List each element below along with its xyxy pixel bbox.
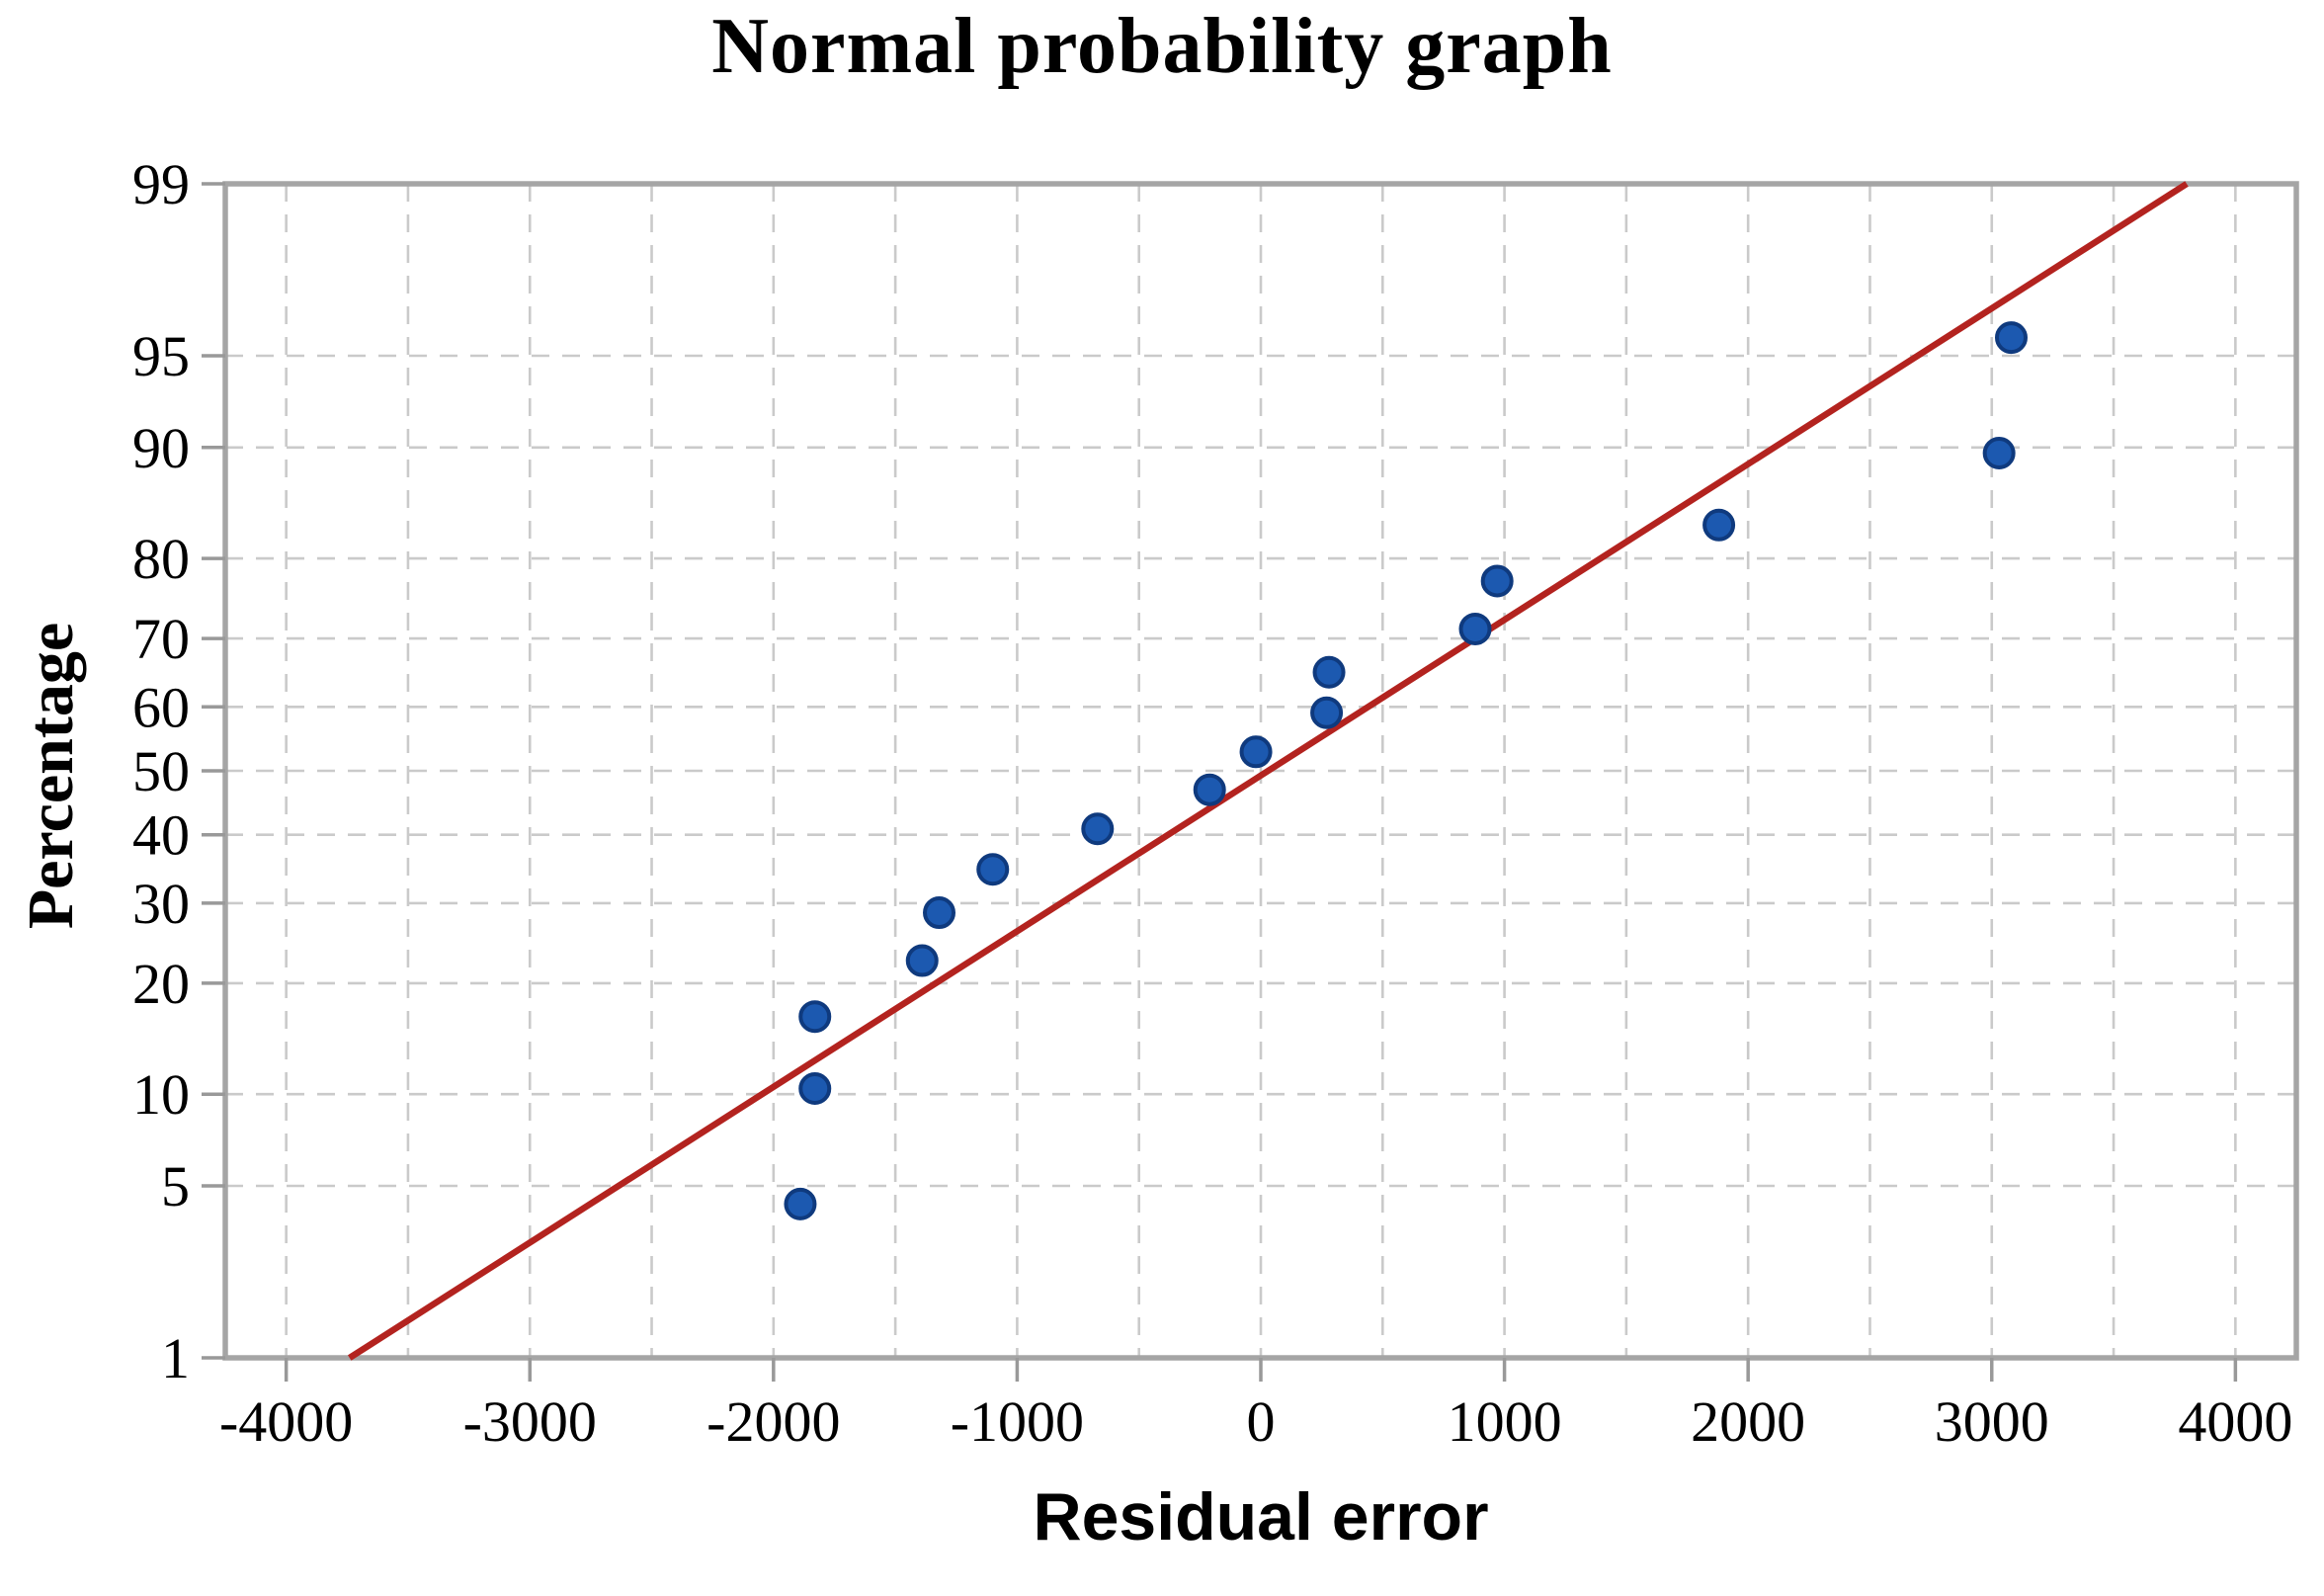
data-point xyxy=(923,896,956,930)
y-tick-label: 70 xyxy=(132,607,190,671)
y-tick-label: 40 xyxy=(132,803,190,868)
y-tick-label: 95 xyxy=(132,324,190,388)
data-point xyxy=(1193,773,1226,806)
data-point xyxy=(1458,612,1492,645)
x-axis-label: Residual error xyxy=(1033,1479,1489,1554)
y-tick-label: 90 xyxy=(132,416,190,480)
data-point xyxy=(1702,508,1736,542)
x-tick-label: 1000 xyxy=(1448,1389,1562,1454)
y-tick-label: 80 xyxy=(132,527,190,591)
y-tick-label: 99 xyxy=(132,152,190,216)
points xyxy=(784,321,2028,1220)
data-point xyxy=(1480,564,1514,598)
x-tick-label: 2000 xyxy=(1691,1389,1805,1454)
axis-ticks xyxy=(202,182,2238,1382)
tick-labels: -4000 -3000 -2000 -1000 0 1000 2000 3000 4000 1 5 1… xyxy=(132,152,2292,1454)
data-point xyxy=(1081,812,1115,846)
data-point xyxy=(1982,437,2016,470)
fit xyxy=(348,181,2189,1361)
data-point xyxy=(1310,696,1344,729)
y-tick-label: 10 xyxy=(132,1062,190,1127)
data-point xyxy=(798,1000,832,1034)
data-point xyxy=(1312,655,1346,689)
x-tick-label: -3000 xyxy=(463,1389,597,1454)
x-tick-label: -4000 xyxy=(219,1389,353,1454)
y-tick-label: 30 xyxy=(132,872,190,936)
fit-line xyxy=(348,181,2189,1361)
y-tick-label: 20 xyxy=(132,952,190,1016)
data-point xyxy=(798,1071,832,1105)
x-tick-label: 0 xyxy=(1247,1389,1276,1454)
y-tick-label: 50 xyxy=(132,739,190,803)
chart-title: Normal probability graph xyxy=(711,3,1613,90)
data-point xyxy=(905,944,939,977)
data-point xyxy=(976,853,1010,886)
x-tick-label: -1000 xyxy=(951,1389,1084,1454)
x-tick-label: -2000 xyxy=(706,1389,840,1454)
data-point xyxy=(784,1187,817,1220)
y-tick-label: 1 xyxy=(161,1326,190,1390)
grid xyxy=(225,184,2296,1358)
x-tick-label: 4000 xyxy=(2178,1389,2292,1454)
y-tick-label: 60 xyxy=(132,675,190,739)
data-point xyxy=(1239,735,1273,769)
y-tick-label: 5 xyxy=(161,1154,190,1218)
x-tick-label: 3000 xyxy=(1935,1389,2049,1454)
data-point xyxy=(1994,321,2028,355)
